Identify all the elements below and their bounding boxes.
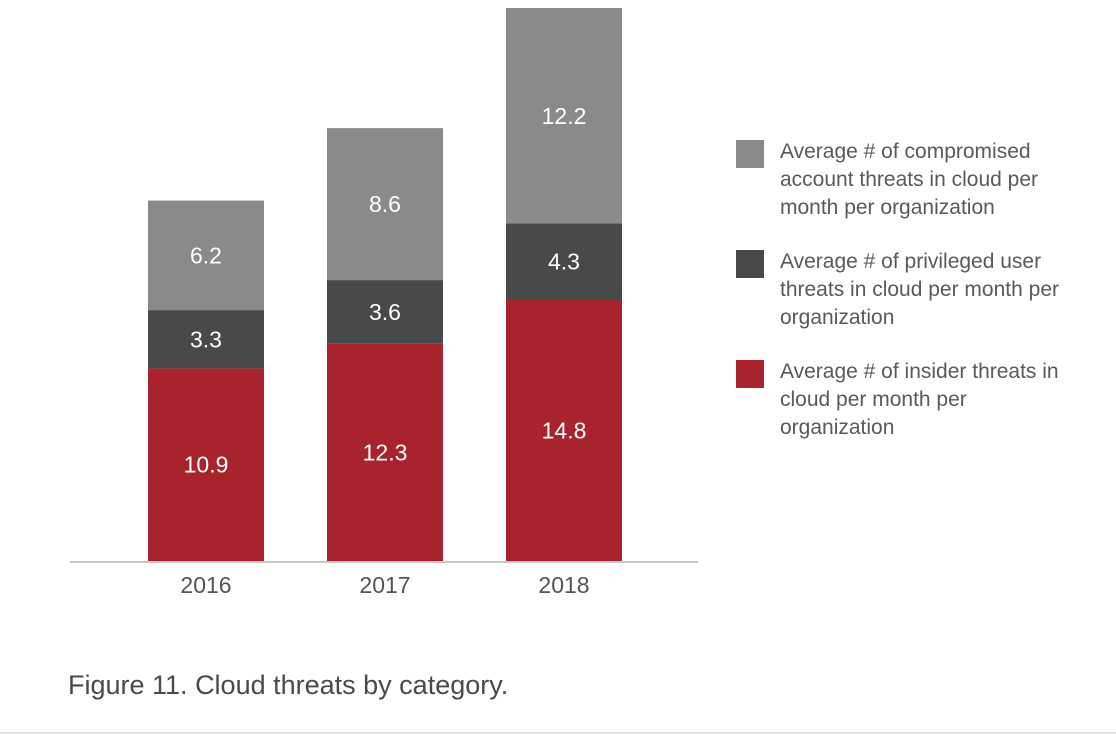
- x-tick-label-2017: 2017: [359, 572, 410, 598]
- legend-swatch-insider: [736, 360, 764, 388]
- data-label-privileged-user-2016: 3.3: [190, 326, 222, 352]
- x-tick-label-2018: 2018: [538, 572, 589, 598]
- data-label-compromised-account-2016: 6.2: [190, 242, 222, 268]
- data-label-privileged-user-2018: 4.3: [548, 249, 580, 275]
- legend-label-privileged-user: Average # of privileged user threats in …: [780, 250, 1059, 329]
- bar-insider-2016: [148, 368, 264, 561]
- data-label-insider-2017: 12.3: [363, 439, 408, 465]
- bar-privileged-user-2018: [506, 223, 622, 300]
- legend: Average # of compromised account threats…: [736, 138, 1086, 468]
- bar-privileged-user-2017: [327, 280, 443, 344]
- legend-swatch-privileged-user: [736, 250, 764, 278]
- stacked-bar-chart: 10.9 3.3 6.2 12.3 3.6 8.6 14.8 4.3 12.2 2016 2017…: [70, 8, 698, 598]
- bar-privileged-user-2016: [148, 310, 264, 369]
- data-label-compromised-account-2017: 8.6: [369, 191, 401, 217]
- legend-swatch-compromised-account: [736, 140, 764, 168]
- bottom-divider: [0, 732, 1116, 734]
- bar-compromised-account-2017: [327, 128, 443, 281]
- legend-item-privileged-user: Average # of privileged user threats in …: [736, 248, 1086, 332]
- x-tick-label-2016: 2016: [180, 572, 231, 598]
- data-label-insider-2016: 10.9: [184, 452, 229, 478]
- legend-item-compromised-account: Average # of compromised account threats…: [736, 138, 1086, 222]
- bar-compromised-account-2016: [148, 200, 264, 311]
- bar-insider-2018: [506, 299, 622, 561]
- bar-compromised-account-2018: [506, 8, 622, 224]
- bar-insider-2017: [327, 343, 443, 561]
- data-label-compromised-account-2018: 12.2: [542, 103, 587, 129]
- figure-caption: Figure 11. Cloud threats by category.: [68, 670, 509, 700]
- legend-label-compromised-account: Average # of compromised account threats…: [780, 140, 1038, 219]
- data-label-privileged-user-2017: 3.6: [369, 299, 401, 325]
- legend-item-insider: Average # of insider threats in cloud pe…: [736, 358, 1086, 442]
- legend-label-insider: Average # of insider threats in cloud pe…: [780, 360, 1059, 439]
- x-ticks-group: 2016 2017 2018: [180, 572, 589, 598]
- data-label-insider-2018: 14.8: [542, 417, 587, 443]
- bars-group: 10.9 3.3 6.2 12.3 3.6 8.6 14.8 4.3 12.2: [148, 8, 622, 561]
